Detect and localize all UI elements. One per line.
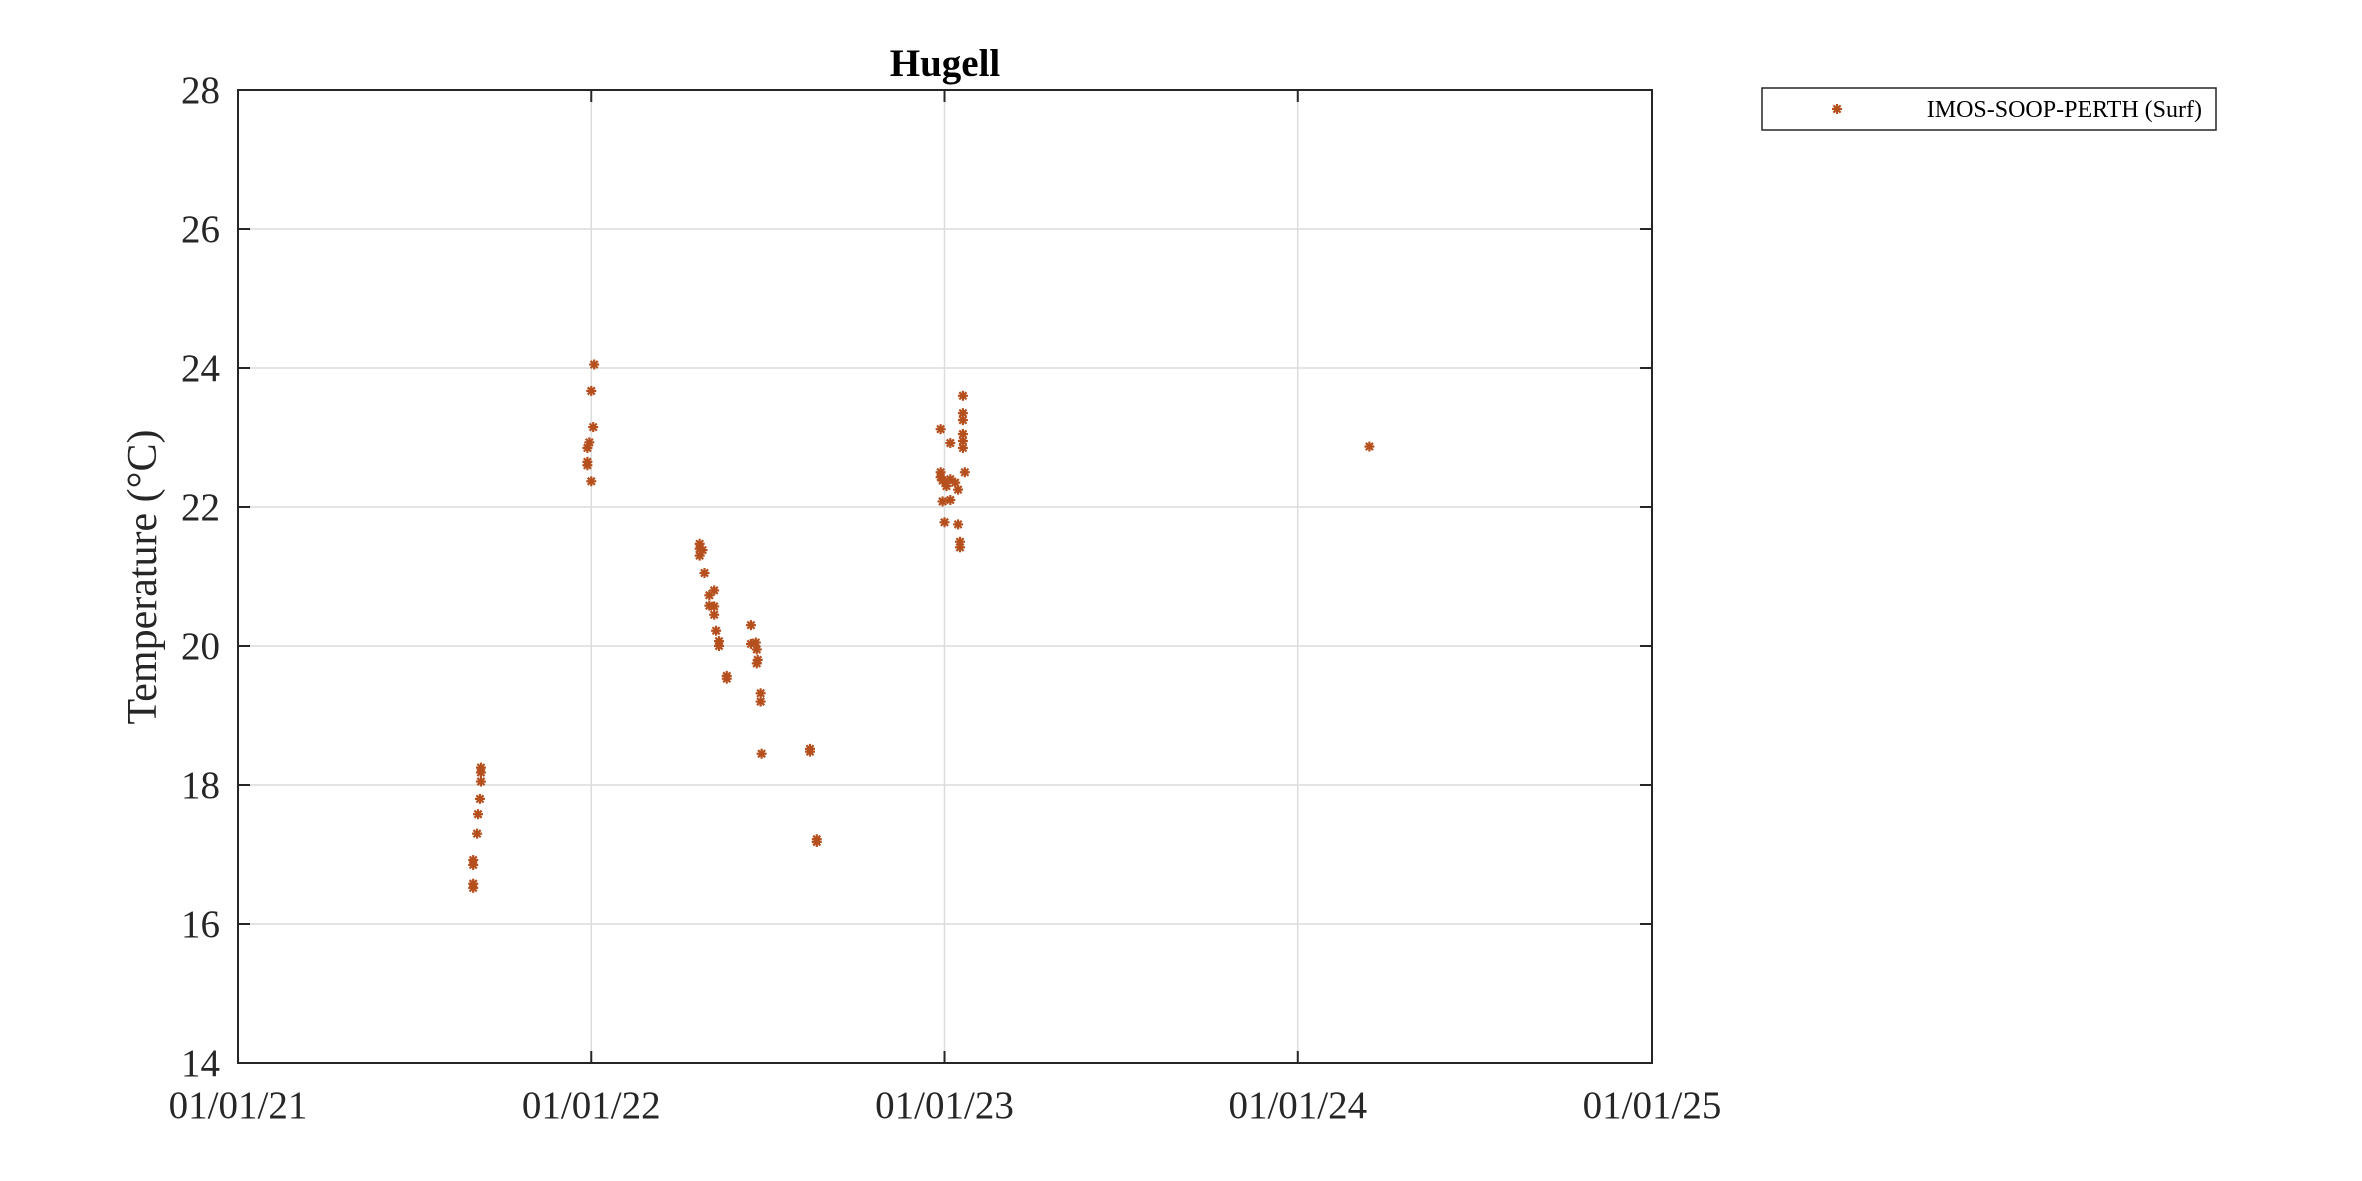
legend: IMOS-SOOP-PERTH (Surf) (1761, 87, 2217, 131)
data-point (709, 601, 720, 612)
legend-marker-asterisk-icon (1832, 104, 1842, 114)
y-tick-label: 24 (181, 347, 220, 390)
data-point (584, 437, 595, 448)
data-point (586, 385, 597, 396)
data-point (752, 654, 763, 665)
data-point (755, 688, 766, 699)
data-point (588, 422, 599, 433)
data-point (957, 442, 968, 453)
data-point (704, 590, 715, 601)
y-tick-label: 26 (181, 208, 220, 251)
x-tick-label: 01/01/23 (875, 1084, 1014, 1127)
data-point (473, 809, 484, 820)
x-tick-label: 01/01/24 (1228, 1084, 1367, 1127)
legend-entry-label: IMOS-SOOP-PERTH (Surf) (1927, 97, 2202, 123)
y-tick-label: 18 (181, 764, 220, 807)
x-tick-label: 01/01/25 (1583, 1084, 1722, 1127)
y-tick-label: 14 (181, 1042, 220, 1085)
data-point (709, 609, 720, 620)
data-point (945, 495, 956, 506)
x-tick-label: 01/01/21 (169, 1084, 308, 1127)
y-tick-label: 16 (181, 903, 220, 946)
data-point (957, 390, 968, 401)
data-point (811, 836, 822, 847)
y-tick-label: 28 (181, 69, 220, 112)
data-point (468, 878, 479, 889)
data-point (804, 746, 815, 757)
data-point (937, 475, 948, 486)
plot-area-frame (237, 89, 1653, 1064)
data-point (475, 762, 486, 773)
data-point (957, 429, 968, 440)
data-point (472, 828, 483, 839)
y-tick-labels: 14 16 18 20 22 24 26 28 (181, 69, 220, 1085)
data-point (586, 476, 597, 487)
data-point (474, 793, 485, 804)
data-point (959, 467, 970, 478)
data-point (582, 456, 593, 467)
data-point (697, 545, 708, 556)
grid-lines (238, 90, 1652, 1063)
data-point (957, 408, 968, 419)
data-points (468, 359, 1375, 893)
x-tick-label: 01/01/22 (522, 1084, 661, 1127)
data-point (714, 641, 725, 651)
data-point (953, 519, 964, 530)
legend-marker-asterisk-icon (1832, 104, 1842, 114)
data-point (751, 644, 762, 655)
data-point (945, 438, 956, 449)
data-point (745, 620, 756, 631)
data-point (1364, 441, 1375, 452)
data-point (468, 855, 479, 866)
data-point (699, 568, 710, 579)
data-point (935, 424, 946, 435)
y-tick-label: 20 (181, 625, 220, 668)
y-tick-label: 22 (181, 486, 220, 529)
data-point (711, 625, 722, 636)
data-point (756, 748, 767, 759)
y-axis-label: Temperature (°C) (120, 430, 166, 725)
data-point (957, 415, 968, 426)
chart-title: Hugell (890, 42, 1001, 85)
data-point (937, 496, 948, 507)
data-point (939, 517, 950, 528)
data-point (709, 585, 720, 596)
data-point (941, 481, 952, 492)
data-point (953, 484, 964, 495)
data-point (955, 542, 966, 553)
data-point (721, 673, 732, 684)
data-point (475, 776, 486, 787)
data-point (589, 359, 600, 370)
x-tick-labels: 01/01/21 01/01/22 01/01/23 01/01/24 01/01/25 (169, 1084, 1722, 1127)
data-point (755, 696, 766, 707)
